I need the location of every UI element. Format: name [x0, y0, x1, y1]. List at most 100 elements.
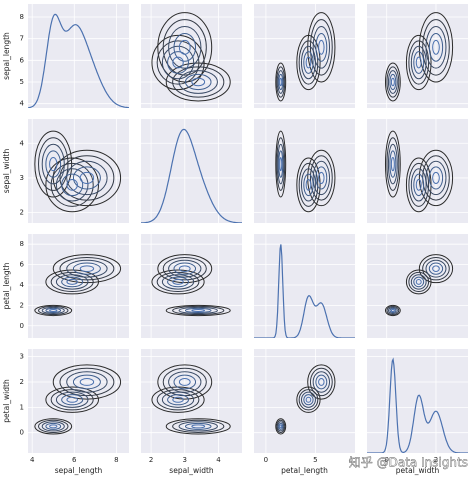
panel [254, 234, 355, 338]
panel [367, 119, 468, 223]
contour [178, 39, 191, 55]
contour [387, 70, 398, 94]
contour [184, 422, 212, 430]
contour [389, 307, 397, 314]
contour [300, 168, 316, 202]
contour [296, 157, 321, 213]
panel-content [141, 349, 242, 453]
contour [390, 77, 395, 87]
panel-content [367, 119, 468, 223]
panel-content [141, 234, 242, 338]
contour [157, 12, 213, 83]
contour [178, 421, 218, 432]
contour [275, 130, 287, 198]
contour [390, 156, 395, 172]
y-axis-label: petal_length [2, 262, 11, 309]
contour [384, 62, 401, 102]
contour [162, 256, 207, 281]
contour [413, 173, 425, 197]
density-curve [254, 244, 355, 338]
contour [34, 304, 73, 317]
contour [167, 394, 189, 406]
contour [415, 178, 422, 191]
contour [309, 367, 333, 397]
contour [384, 130, 401, 198]
contour [315, 374, 328, 390]
contour [45, 157, 99, 213]
y-tick-label: 0 [20, 322, 24, 330]
contour [178, 378, 191, 386]
y-tick-label: 4 [20, 139, 25, 147]
contour [156, 271, 200, 293]
contour [167, 276, 189, 288]
contour [277, 70, 285, 94]
panel-content [28, 349, 129, 453]
contour [278, 150, 284, 178]
contour [41, 421, 65, 432]
density-curve [141, 128, 242, 223]
contour [307, 149, 336, 207]
contour [279, 424, 283, 429]
contour [408, 40, 430, 85]
contour [72, 166, 101, 190]
y-axis-label: sepal_width [2, 149, 11, 194]
contour [66, 396, 78, 403]
contour [276, 419, 286, 433]
contour [178, 306, 218, 315]
contour [178, 265, 191, 272]
contour [415, 56, 422, 69]
contour [278, 73, 284, 91]
contour [405, 34, 432, 91]
x-tick-label: 0 [384, 456, 388, 464]
contour [165, 62, 231, 102]
contour [50, 271, 94, 293]
contour [79, 265, 95, 272]
contour [191, 77, 206, 87]
contour [413, 51, 425, 74]
contour [55, 168, 89, 202]
contour [172, 279, 184, 285]
panel-content [141, 119, 242, 223]
contour [41, 143, 65, 185]
panel-content [254, 4, 355, 108]
density-curve [28, 13, 129, 108]
contour [279, 77, 283, 87]
contour [49, 424, 58, 429]
x-tick-label: 4 [30, 456, 35, 464]
y-tick-label: 2 [20, 301, 24, 309]
contour [52, 364, 122, 400]
contour [59, 155, 115, 201]
contour [318, 378, 325, 386]
y-tick-label: 5 [20, 78, 24, 86]
contour [50, 389, 94, 411]
contour [151, 34, 205, 91]
contour [418, 12, 454, 83]
y-tick-label: 4 [20, 100, 25, 108]
x-tick-label: 4 [216, 456, 221, 464]
contour [390, 308, 395, 312]
contour [45, 150, 62, 178]
contour [410, 274, 427, 290]
contour [172, 305, 225, 316]
contour [300, 391, 316, 408]
contour [428, 262, 444, 275]
contour [156, 389, 200, 411]
contour [157, 254, 213, 284]
panel-content [141, 4, 242, 108]
contour [307, 12, 336, 83]
contour [303, 394, 314, 406]
contour [315, 166, 328, 190]
contour [275, 418, 287, 435]
contour [276, 137, 286, 191]
x-tick-label: 2 [149, 456, 153, 464]
contour [277, 143, 285, 185]
y-axis-label: petal_width [2, 379, 11, 423]
contour [61, 276, 84, 288]
contour [49, 308, 58, 312]
contour [386, 66, 400, 98]
contour [298, 389, 319, 411]
x-axis-label: petal_width [396, 466, 440, 475]
contour [151, 269, 205, 295]
contour [303, 173, 314, 197]
